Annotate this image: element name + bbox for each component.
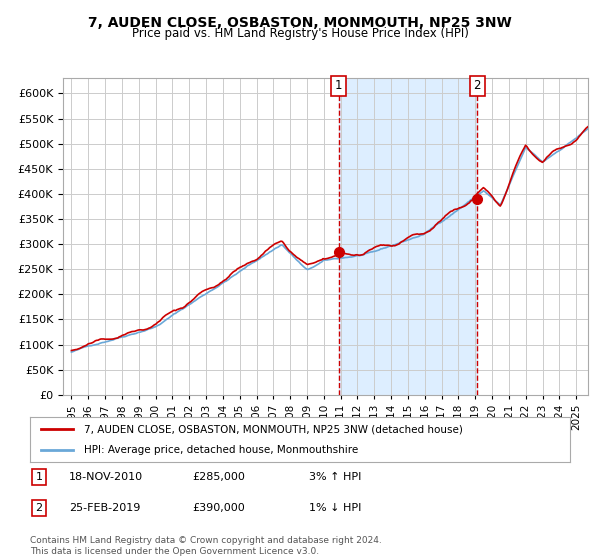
Text: 7, AUDEN CLOSE, OSBASTON, MONMOUTH, NP25 3NW (detached house): 7, AUDEN CLOSE, OSBASTON, MONMOUTH, NP25… [84, 424, 463, 435]
Text: 1% ↓ HPI: 1% ↓ HPI [309, 503, 361, 513]
Text: 7, AUDEN CLOSE, OSBASTON, MONMOUTH, NP25 3NW: 7, AUDEN CLOSE, OSBASTON, MONMOUTH, NP25… [88, 16, 512, 30]
Text: 3% ↑ HPI: 3% ↑ HPI [309, 472, 361, 482]
Bar [338, 78, 477, 395]
Text: Contains HM Land Registry data © Crown copyright and database right 2024.
This d: Contains HM Land Registry data © Crown c… [30, 536, 382, 556]
Text: 18-NOV-2010: 18-NOV-2010 [69, 472, 143, 482]
Text: 2: 2 [35, 503, 43, 513]
Text: 2: 2 [473, 80, 481, 92]
Text: 25-FEB-2019: 25-FEB-2019 [69, 503, 140, 513]
Text: Price paid vs. HM Land Registry's House Price Index (HPI): Price paid vs. HM Land Registry's House … [131, 27, 469, 40]
Text: 1: 1 [35, 472, 43, 482]
Text: 1: 1 [335, 80, 343, 92]
Text: £390,000: £390,000 [192, 503, 245, 513]
Text: HPI: Average price, detached house, Monmouthshire: HPI: Average price, detached house, Monm… [84, 445, 358, 455]
Text: £285,000: £285,000 [192, 472, 245, 482]
